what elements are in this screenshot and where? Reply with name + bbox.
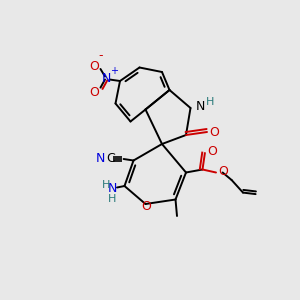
Text: O: O <box>90 59 99 73</box>
Text: N: N <box>108 182 117 196</box>
Text: O: O <box>142 200 151 214</box>
Text: H: H <box>101 179 110 190</box>
Text: O: O <box>219 165 228 178</box>
Text: +: + <box>110 65 118 76</box>
Text: H: H <box>206 97 214 107</box>
Text: N: N <box>96 152 105 166</box>
Text: H: H <box>108 194 117 205</box>
Text: N: N <box>195 100 205 113</box>
Text: N: N <box>102 71 111 85</box>
Text: O: O <box>90 85 99 99</box>
Text: -: - <box>99 49 103 62</box>
Text: O: O <box>210 125 219 139</box>
Text: O: O <box>208 145 217 158</box>
Text: C: C <box>106 152 115 166</box>
